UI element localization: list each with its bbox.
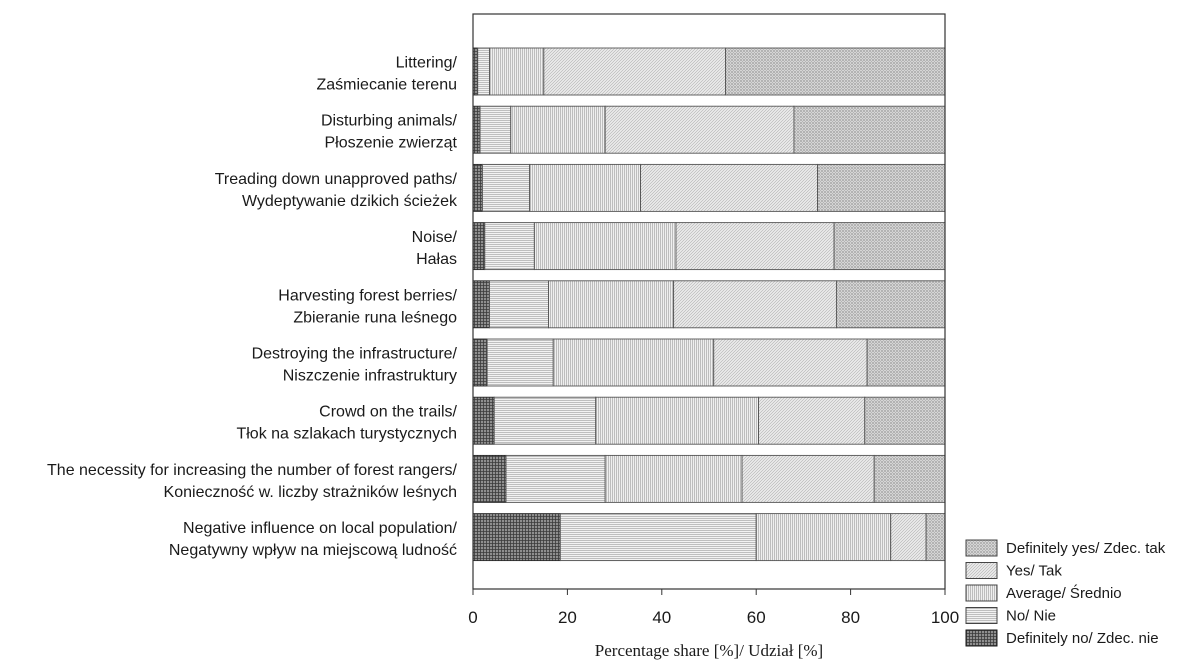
bar-segment-definitely-no-zdec-nie-row-4 [472,222,486,271]
bar-segment-average-rednio-row-3 [529,163,642,212]
bar-segment-definitely-no-zdec-nie-row-8 [472,454,507,503]
bar-segment-average-rednio-row-2 [510,105,606,154]
bar-segment-definitely-no-zdec-nie-row-9 [472,513,561,562]
legend-swatch-yes-tak [965,562,998,579]
category-label-5-line-2: Zbieranie runa leśnego [293,309,457,326]
bar-segment-definitely-no-zdec-nie-row-2 [472,105,481,154]
bar-segment-definitely-yes-zdec-tak-row-1 [725,47,946,96]
bar-segment-no-nie-row-5 [489,280,549,329]
bar-segment-average-rednio-row-8 [604,454,743,503]
bar-segment-average-rednio-row-4 [533,222,677,271]
legend-swatch-no-nie [965,607,998,624]
legend-label-average-rednio: Average/ Średnio [1006,584,1122,602]
bar-segment-yes-tak-row-7 [758,396,866,445]
bar-segment-yes-tak-row-1 [543,47,726,96]
category-label-1-line-2: Zaśmiecanie terenu [316,77,457,94]
legend-swatch-average-rednio [965,584,998,602]
bar-segment-definitely-yes-zdec-tak-row-6 [866,338,946,387]
category-label-8-line-1: The necessity for increasing the number … [47,462,458,479]
legend: Definitely yes/ Zdec. tak Yes/ Tak Average… [965,539,1166,647]
bar-segment-yes-tak-row-9 [890,513,927,562]
bar-segment-definitely-yes-zdec-tak-row-7 [864,396,946,445]
x-tick-label-20: 20 [558,608,577,627]
bar-segment-yes-tak-row-3 [640,163,819,212]
category-label-5-line-1: Harvesting forest berries/ [278,287,457,304]
category-label-6-line-1: Destroying the infrastructure/ [252,346,458,363]
bar-segment-average-rednio-row-7 [595,396,760,445]
bar-segment-definitely-no-zdec-nie-row-5 [472,280,490,329]
bar-segment-yes-tak-row-4 [675,222,835,271]
bar-segment-yes-tak-row-8 [741,454,875,503]
bar-segment-yes-tak-row-5 [673,280,837,329]
category-label-3-line-1: Treading down unapproved paths/ [215,171,458,188]
bar-segment-definitely-no-zdec-nie-row-3 [472,163,483,212]
bar-segment-no-nie-row-4 [484,222,535,271]
bar-segment-definitely-yes-zdec-tak-row-9 [925,513,946,562]
bar-segment-average-rednio-row-9 [755,513,892,562]
category-label-7-line-1: Crowd on the trails/ [319,404,457,421]
category-label-4-line-2: Hałas [416,251,457,268]
bar-segment-no-nie-row-7 [493,396,597,445]
category-label-7-line-2: Tłok na szlakach turystycznych [236,426,457,443]
bar-segment-definitely-yes-zdec-tak-row-3 [817,163,946,212]
legend-swatch-definitely-yes-zdec-tak [965,539,998,557]
bar-segment-definitely-yes-zdec-tak-row-8 [873,454,946,503]
category-label-6-line-2: Niszczenie infrastruktury [283,368,457,385]
category-label-8-line-2: Konieczność w. liczby strażników leśnych [164,484,457,501]
category-label-9-line-2: Negatywny wpływ na miejscową ludność [169,542,457,559]
x-tick-label-40: 40 [652,608,671,627]
bar-segment-average-rednio-row-1 [489,47,545,96]
bar-segment-no-nie-row-9 [559,513,757,562]
legend-label-definitely-yes-zdec-tak: Definitely yes/ Zdec. tak [1006,540,1166,557]
bar-segment-average-rednio-row-5 [548,280,675,329]
category-labels: Littering/Zaśmiecanie terenu Disturbing a… [47,55,458,560]
bar-segment-definitely-no-zdec-nie-row-6 [472,338,488,387]
bar-segment-average-rednio-row-6 [552,338,715,387]
x-axis: 0 20 40 60 80 100 [468,589,959,627]
bar-segment-no-nie-row-2 [479,105,512,154]
legend-label-no-nie: No/ Nie [1006,608,1056,625]
bar-segment-definitely-yes-zdec-tak-row-4 [833,222,946,271]
bar-segment-definitely-yes-zdec-tak-row-2 [793,105,946,154]
legend-swatch-definitely-no-zdec-nie [965,629,998,647]
legend-label-yes-tak: Yes/ Tak [1006,563,1062,580]
bar-segment-definitely-yes-zdec-tak-row-5 [835,280,946,329]
bar-segment-no-nie-row-8 [505,454,606,503]
x-tick-label-100: 100 [931,608,959,627]
bars-layer [472,47,946,562]
category-label-2-line-1: Disturbing animals/ [321,113,458,130]
x-tick-label-60: 60 [747,608,766,627]
bar-segment-no-nie-row-1 [477,47,490,96]
x-tick-label-0: 0 [468,608,477,627]
x-axis-title: Percentage share [%]/ Udział [%] [595,641,823,660]
category-label-1-line-1: Littering/ [396,55,458,72]
bar-segment-yes-tak-row-2 [604,105,795,154]
category-label-9-line-1: Negative influence on local population/ [183,520,458,537]
category-label-4-line-1: Noise/ [412,229,458,246]
category-label-2-line-2: Płoszenie zwierząt [325,135,458,152]
x-tick-label-80: 80 [841,608,860,627]
bar-segment-no-nie-row-6 [486,338,554,387]
plot-frame [472,13,946,590]
bar-segment-yes-tak-row-6 [713,338,868,387]
category-label-3-line-2: Wydeptywanie dzikich ścieżek [242,193,458,210]
bar-segment-definitely-no-zdec-nie-row-7 [472,396,495,445]
bar-segment-no-nie-row-3 [481,163,531,212]
legend-label-definitely-no-zdec-nie: Definitely no/ Zdec. nie [1006,630,1159,647]
bar-segment-definitely-no-zdec-nie-row-1 [472,47,479,96]
